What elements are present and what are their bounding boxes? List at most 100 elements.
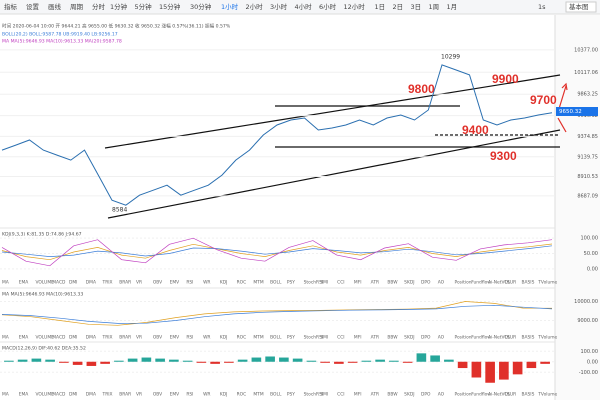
indicator-tab[interactable]: BRAR <box>119 392 131 398</box>
indicator-tab[interactable]: AO <box>438 392 445 398</box>
indicator-tab[interactable]: CCI <box>337 280 344 286</box>
indicator-tab[interactable]: WR <box>203 392 210 398</box>
period-button[interactable]: 3小时 <box>270 2 288 11</box>
indicator-tab[interactable]: Ai-NetVOL <box>488 392 511 398</box>
indicator-tab[interactable]: TRIX <box>102 392 113 398</box>
indicator-tab[interactable]: VOLUME <box>36 280 55 286</box>
indicator-tab[interactable]: EMV <box>170 335 180 341</box>
indicator-tab[interactable]: CCI <box>337 335 344 341</box>
indicator-tab[interactable]: Ai-NetVOL <box>488 335 511 341</box>
indicator-tab[interactable]: Position <box>454 392 471 398</box>
indicator-tab[interactable]: ATR <box>371 335 379 341</box>
indicator-tab[interactable]: DPO <box>421 335 431 341</box>
indicator-tab[interactable]: MFI <box>354 392 362 398</box>
indicator-tab[interactable]: KDJ <box>220 392 228 398</box>
indicator-tab[interactable]: EMA <box>19 392 29 398</box>
indicator-tab[interactable]: AO <box>438 280 445 286</box>
indicator-tab[interactable]: BASIS <box>521 280 534 286</box>
indicator-tab[interactable]: EMV <box>170 392 180 398</box>
period-button[interactable]: 1分钟 <box>110 2 128 11</box>
indicator-tab[interactable]: WR <box>203 280 210 286</box>
indicator-tab[interactable]: DMA <box>86 280 96 286</box>
indicator-tab[interactable]: BRAR <box>119 280 131 286</box>
indicator-tab[interactable]: MTM <box>253 280 263 286</box>
indicator-tab[interactable]: Position <box>454 280 471 286</box>
indicator-tab[interactable]: PSY <box>287 280 295 286</box>
indicator-tab[interactable]: BBW <box>387 392 398 398</box>
mode-button[interactable]: 基本图 <box>569 2 589 11</box>
indicator-tab[interactable]: BBW <box>387 280 398 286</box>
indicator-tab[interactable]: DMI <box>69 280 77 286</box>
indicator-tab[interactable]: MA <box>2 280 9 286</box>
indicator-tab[interactable]: KDJ <box>220 280 228 286</box>
indicator-tab[interactable]: SMI <box>320 392 328 398</box>
period-button[interactable]: 6小时 <box>319 2 337 11</box>
indicator-tab[interactable]: StochRSI <box>304 335 324 341</box>
indicator-tab[interactable]: LSUR <box>505 335 517 341</box>
indicator-tab[interactable]: LSUR <box>505 392 517 398</box>
indicator-tab[interactable]: SKDJ <box>404 392 414 398</box>
indicator-tab[interactable]: DPO <box>421 392 431 398</box>
indicator-tab[interactable]: MFI <box>354 335 362 341</box>
indicator-tab[interactable]: StochRSI <box>304 392 324 398</box>
indicator-tab[interactable]: LSUR <box>505 280 517 286</box>
indicator-tab[interactable]: VOLUME <box>36 335 55 341</box>
indicator-tab[interactable]: EMV <box>170 280 180 286</box>
indicator-tab[interactable]: SMI <box>320 280 328 286</box>
indicator-tab[interactable]: EMA <box>19 335 29 341</box>
indicator-tab[interactable]: OBV <box>153 335 162 341</box>
indicator-tab[interactable]: BASIS <box>521 335 534 341</box>
indicator-tab[interactable]: DMI <box>69 392 77 398</box>
indicator-tab[interactable]: PSY <box>287 335 295 341</box>
indicator-tab[interactable]: Fundflow <box>471 335 491 341</box>
period-button[interactable]: 12小时 <box>344 2 366 11</box>
indicator-tab[interactable]: TRIX <box>102 335 113 341</box>
indicator-tab[interactable]: TVolume <box>537 392 557 398</box>
indicator-tab[interactable]: VR <box>136 335 142 341</box>
period-button[interactable]: 2日 <box>393 3 404 11</box>
indicator-tab[interactable]: TVolume <box>537 280 557 286</box>
indicator-tab[interactable]: DMI <box>69 335 77 341</box>
indicator-tab[interactable]: OBV <box>153 280 162 286</box>
toolbar-button[interactable]: 画线 <box>48 2 62 11</box>
indicator-tab[interactable]: DMA <box>86 392 96 398</box>
indicator-tab[interactable]: BASIS <box>521 392 534 398</box>
period-button[interactable]: 1日 <box>375 3 386 11</box>
indicator-tab[interactable]: RSI <box>186 335 193 341</box>
indicator-tab[interactable]: EMA <box>19 280 29 286</box>
indicator-tab[interactable]: SMI <box>320 335 328 341</box>
indicator-tab[interactable]: PSY <box>287 392 295 398</box>
indicator-tab[interactable]: MFI <box>354 280 362 286</box>
period-button[interactable]: 2小时 <box>246 2 264 11</box>
indicator-tab[interactable]: ATR <box>371 392 379 398</box>
indicator-tab[interactable]: BRAR <box>119 335 131 341</box>
indicator-tab[interactable]: MACD <box>52 392 66 398</box>
indicator-tab[interactable]: Ai-NetVOL <box>488 280 511 286</box>
period-button[interactable]: 4小时 <box>295 2 313 11</box>
indicator-tab[interactable]: MACD <box>52 280 66 286</box>
indicator-tab[interactable]: BBW <box>387 335 398 341</box>
indicator-tab[interactable]: RSI <box>186 392 193 398</box>
toolbar-button[interactable]: 设置 <box>26 2 40 11</box>
indicator-tab[interactable]: Fundflow <box>471 280 491 286</box>
period-button[interactable]: 1月 <box>447 3 458 11</box>
indicator-tab[interactable]: DMA <box>86 335 96 341</box>
indicator-tab[interactable]: MA <box>2 335 9 341</box>
indicator-tab[interactable]: Position <box>454 335 471 341</box>
indicator-tab[interactable]: RSI <box>186 280 193 286</box>
indicator-tab[interactable]: ROC <box>237 335 247 341</box>
indicator-tab[interactable]: SKDJ <box>404 335 414 341</box>
indicator-tab[interactable]: VR <box>136 392 142 398</box>
indicator-tab[interactable]: AO <box>438 335 445 341</box>
period-button[interactable]: 5分钟 <box>135 2 153 11</box>
indicator-tab[interactable]: BOLL <box>270 280 282 286</box>
indicator-tab[interactable]: MTM <box>253 392 263 398</box>
period-button[interactable]: 3日 <box>411 3 422 11</box>
indicator-tab[interactable]: ROC <box>237 280 247 286</box>
indicator-tab[interactable]: ROC <box>237 392 247 398</box>
indicator-tab[interactable]: ATR <box>371 280 379 286</box>
indicator-tab[interactable]: SKDJ <box>404 280 414 286</box>
indicator-tab[interactable]: TRIX <box>102 280 113 286</box>
indicator-tab[interactable]: TVolume <box>537 335 557 341</box>
indicator-tab[interactable]: Fundflow <box>471 392 491 398</box>
